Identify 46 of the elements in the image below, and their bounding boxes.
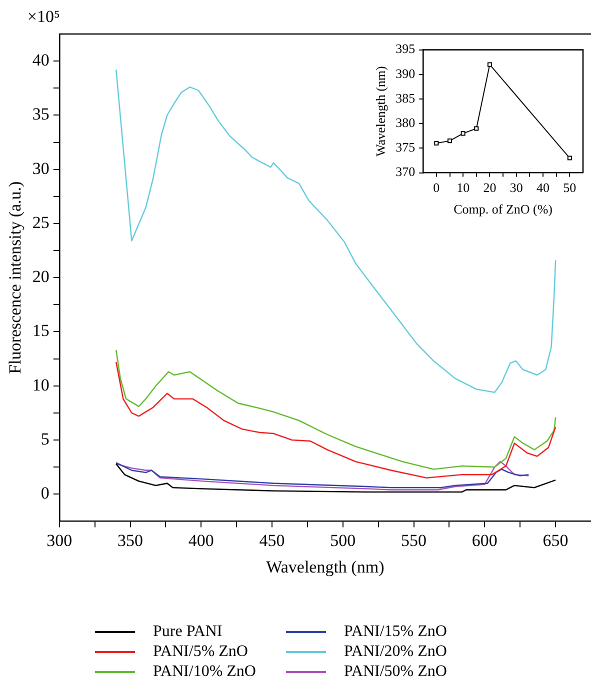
x-tick-label: 30: [510, 180, 523, 196]
x-axis-title: Wavelength (nm): [266, 557, 384, 576]
point: [434, 141, 439, 146]
y-tick-label: 25: [32, 212, 50, 232]
text: ×10⁵: [27, 6, 60, 26]
y-axis-title: Wavelength (nm): [373, 66, 388, 156]
y-tick-label: 395: [396, 41, 416, 56]
point: [487, 62, 492, 67]
x-tick-label: 600: [472, 530, 498, 550]
y-tick-label: 380: [396, 115, 416, 130]
x-tick-label: 350: [118, 530, 144, 550]
legend-label: PANI/10% ZnO: [153, 663, 256, 681]
legend-label: PANI/50% ZnO: [344, 663, 447, 681]
x-tick-label: 40: [536, 180, 550, 196]
point: [460, 131, 466, 136]
y-tick-label: 370: [396, 164, 416, 180]
x-tick-label: 650: [542, 530, 568, 550]
point: [447, 138, 452, 144]
x-tick-label: 50: [563, 180, 576, 196]
x-tick-label: 10: [456, 180, 470, 196]
y-tick-label: 390: [396, 66, 416, 81]
x-tick-label: 0: [433, 180, 440, 196]
legend-label: PANI/15% ZnO: [344, 623, 447, 641]
x-tick-label: 20: [483, 180, 496, 196]
point: [474, 126, 479, 131]
y-tick-label: 35: [32, 104, 50, 124]
y-tick-label: 0: [40, 484, 50, 503]
y-tick-label: 20: [32, 267, 50, 286]
legend-label: PANI/20% ZnO: [344, 643, 447, 661]
y-tick-label: 30: [32, 158, 50, 178]
x-axis-title: Comp. of ZnO (%): [454, 202, 553, 217]
legend-label: PANI/5% ZnO: [153, 643, 248, 661]
y-tick-label: 10: [32, 375, 50, 394]
x-tick-label: 300: [46, 530, 72, 550]
y-axis-title: Fluorescence intensity (a.u.): [6, 181, 25, 374]
x-tick-label: 550: [401, 530, 427, 550]
y-tick-label: 40: [32, 50, 50, 70]
y-tick-label: 375: [396, 140, 416, 155]
legend-label: Pure PANI: [153, 623, 222, 641]
y-tick-label: 385: [396, 90, 416, 106]
x-tick-label: 500: [330, 530, 356, 550]
x-tick-label: 450: [259, 530, 285, 550]
y-tick-label: 15: [32, 321, 50, 340]
point: [567, 156, 572, 160]
x-tick-label: 400: [188, 530, 214, 550]
y-tick-label: 5: [40, 429, 50, 448]
